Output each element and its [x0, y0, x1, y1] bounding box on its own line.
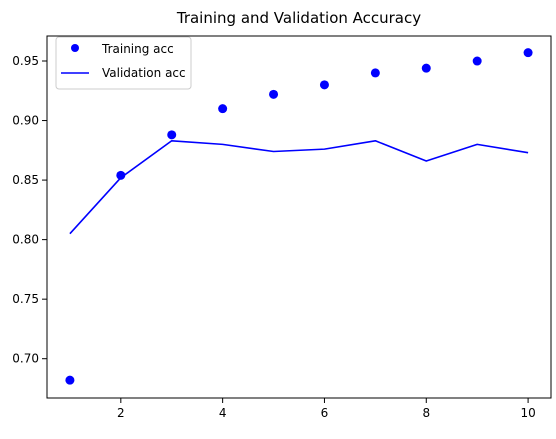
x-tick-label: 2	[117, 406, 125, 420]
chart-title: Training and Validation Accuracy	[176, 9, 421, 27]
training-acc-point	[370, 68, 380, 78]
plot-area-frame	[46, 35, 552, 399]
training-acc-point	[116, 170, 126, 180]
y-tick-label: 0.85	[12, 173, 39, 187]
x-axis-ticks: 2 4 6 8 10	[117, 398, 536, 420]
x-tick-label: 6	[321, 406, 329, 420]
x-tick-label: 8	[422, 406, 430, 420]
training-acc-point	[65, 375, 75, 385]
x-tick-label: 4	[219, 406, 227, 420]
training-acc-point	[421, 63, 431, 73]
training-acc-point	[472, 56, 482, 66]
legend-marker-training-acc	[71, 44, 79, 52]
training-acc-point	[167, 130, 177, 140]
y-axis-ticks: 0.70 0.75 0.80 0.85 0.90 0.95	[12, 54, 47, 366]
axes: 2 4 6 8 10 0.70 0.75 0.80 0.85 0.90 0.95	[12, 35, 552, 420]
training-acc-point	[269, 89, 279, 99]
legend: Training acc Validation acc	[55, 36, 192, 90]
y-tick-label: 0.75	[12, 292, 39, 306]
y-tick-label: 0.80	[12, 233, 39, 247]
legend-label-validation-acc: Validation acc	[102, 66, 186, 80]
training-acc-point	[218, 104, 228, 114]
training-acc-point	[319, 80, 329, 90]
y-tick-label: 0.70	[12, 352, 39, 366]
y-tick-label: 0.90	[12, 114, 39, 128]
training-acc-point	[523, 48, 533, 58]
x-tick-label: 10	[520, 406, 535, 420]
legend-box	[55, 36, 192, 90]
validation-acc-line	[69, 139, 529, 235]
y-tick-label: 0.95	[12, 54, 39, 68]
legend-label-training-acc: Training acc	[101, 42, 174, 56]
series-layer	[65, 48, 533, 385]
